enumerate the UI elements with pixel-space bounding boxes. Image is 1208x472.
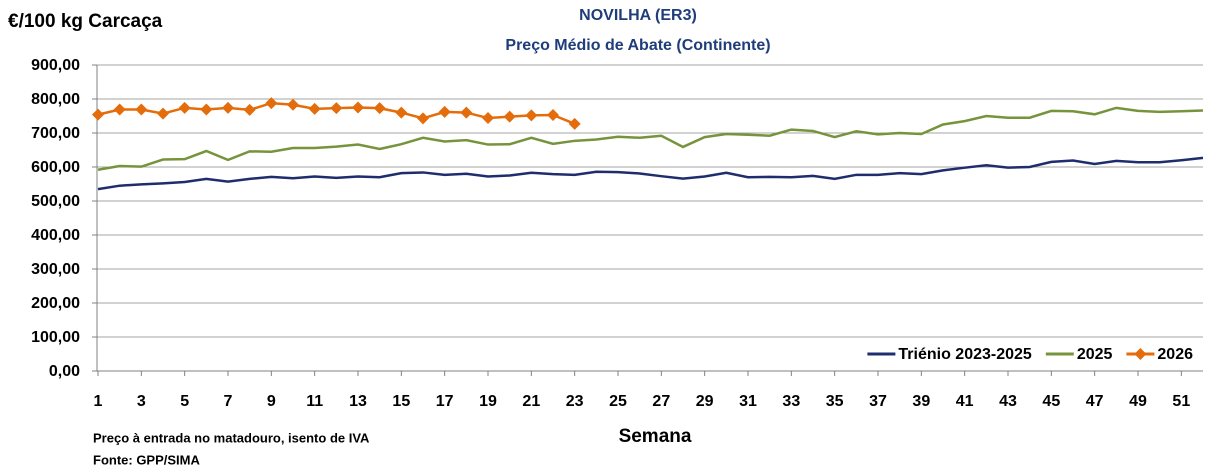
x-tick-label: 23 — [566, 393, 584, 410]
x-tick-label: 43 — [999, 393, 1017, 410]
note: Preço à entrada no matadouro, isento de … — [93, 430, 370, 445]
x-tick-label: 27 — [652, 393, 670, 410]
y-tick-label: 700,00 — [31, 125, 80, 142]
point — [417, 112, 429, 125]
x-tick-label: 7 — [224, 393, 233, 410]
x-axis-title: Semana — [619, 426, 692, 447]
legend-label: 2026 — [1157, 346, 1193, 363]
series-line — [97, 156, 1204, 191]
x-tick-label: 13 — [349, 393, 367, 410]
x-tick-label: 33 — [782, 393, 800, 410]
y-tick-label: 600,00 — [31, 159, 80, 176]
legend-marker — [1134, 348, 1147, 360]
y-tick-label: 900,00 — [31, 57, 80, 74]
y-tick-label: 300,00 — [31, 261, 80, 278]
x-tick-label: 17 — [436, 393, 454, 410]
y-tick-label: 0,00 — [49, 363, 80, 380]
y-tick-label: 500,00 — [31, 193, 80, 210]
point — [547, 108, 559, 121]
point — [243, 103, 256, 116]
x-tick-label: 35 — [826, 393, 844, 410]
point — [178, 101, 191, 114]
y-tick-label: 800,00 — [31, 91, 80, 108]
point — [330, 102, 343, 115]
x-tick-label: 39 — [912, 393, 930, 410]
x-tick-label: 15 — [392, 393, 410, 410]
y-tick-label: 100,00 — [31, 329, 80, 346]
point — [265, 97, 278, 110]
point — [460, 106, 473, 119]
point — [287, 98, 299, 111]
x-tick-label: 19 — [479, 393, 497, 410]
x-tick-label: 51 — [1172, 393, 1190, 410]
y-tick-label: 200,00 — [31, 295, 80, 312]
source: Fonte: GPP/SIMA — [93, 452, 201, 467]
point — [568, 117, 581, 130]
x-tick-label: 5 — [180, 393, 189, 410]
x-tick-label: 25 — [609, 393, 627, 410]
point — [352, 101, 364, 114]
point — [395, 106, 408, 119]
point — [482, 112, 494, 125]
y-tick-label: 400,00 — [31, 227, 80, 244]
legend-label: Triénio 2023-2025 — [898, 346, 1032, 363]
x-tick-label: 49 — [1129, 393, 1147, 410]
point — [113, 103, 126, 116]
point — [200, 103, 213, 116]
chart-subtitle: Preço Médio de Abate (Continente) — [505, 37, 770, 54]
point — [92, 108, 104, 121]
x-tick-label: 31 — [739, 393, 757, 410]
x-tick-label: 45 — [1042, 393, 1060, 410]
x-tick-label: 47 — [1086, 393, 1104, 410]
x-tick-label: 9 — [267, 393, 276, 410]
point — [157, 107, 169, 120]
legend: Triénio 2023-2025 2025 2026 — [867, 346, 1193, 363]
x-tick-label: 37 — [869, 393, 887, 410]
chart-title: NOVILHA (ER3) — [579, 7, 697, 24]
y-axis-title: €/100 kg Carcaça — [8, 11, 163, 32]
series-line — [97, 106, 1204, 171]
point — [135, 103, 148, 116]
point — [222, 101, 234, 114]
x-tick-label: 3 — [137, 393, 146, 410]
point — [503, 110, 516, 123]
point — [438, 105, 451, 118]
x-tick-label: 1 — [94, 393, 103, 410]
point — [373, 102, 386, 115]
legend-label: 2025 — [1077, 346, 1113, 363]
point — [308, 102, 321, 115]
x-tick-label: 41 — [956, 393, 974, 410]
x-tick-label: 11 — [306, 393, 323, 410]
point — [525, 109, 538, 122]
x-tick-label: 21 — [522, 393, 540, 410]
x-tick-label: 29 — [696, 393, 714, 410]
